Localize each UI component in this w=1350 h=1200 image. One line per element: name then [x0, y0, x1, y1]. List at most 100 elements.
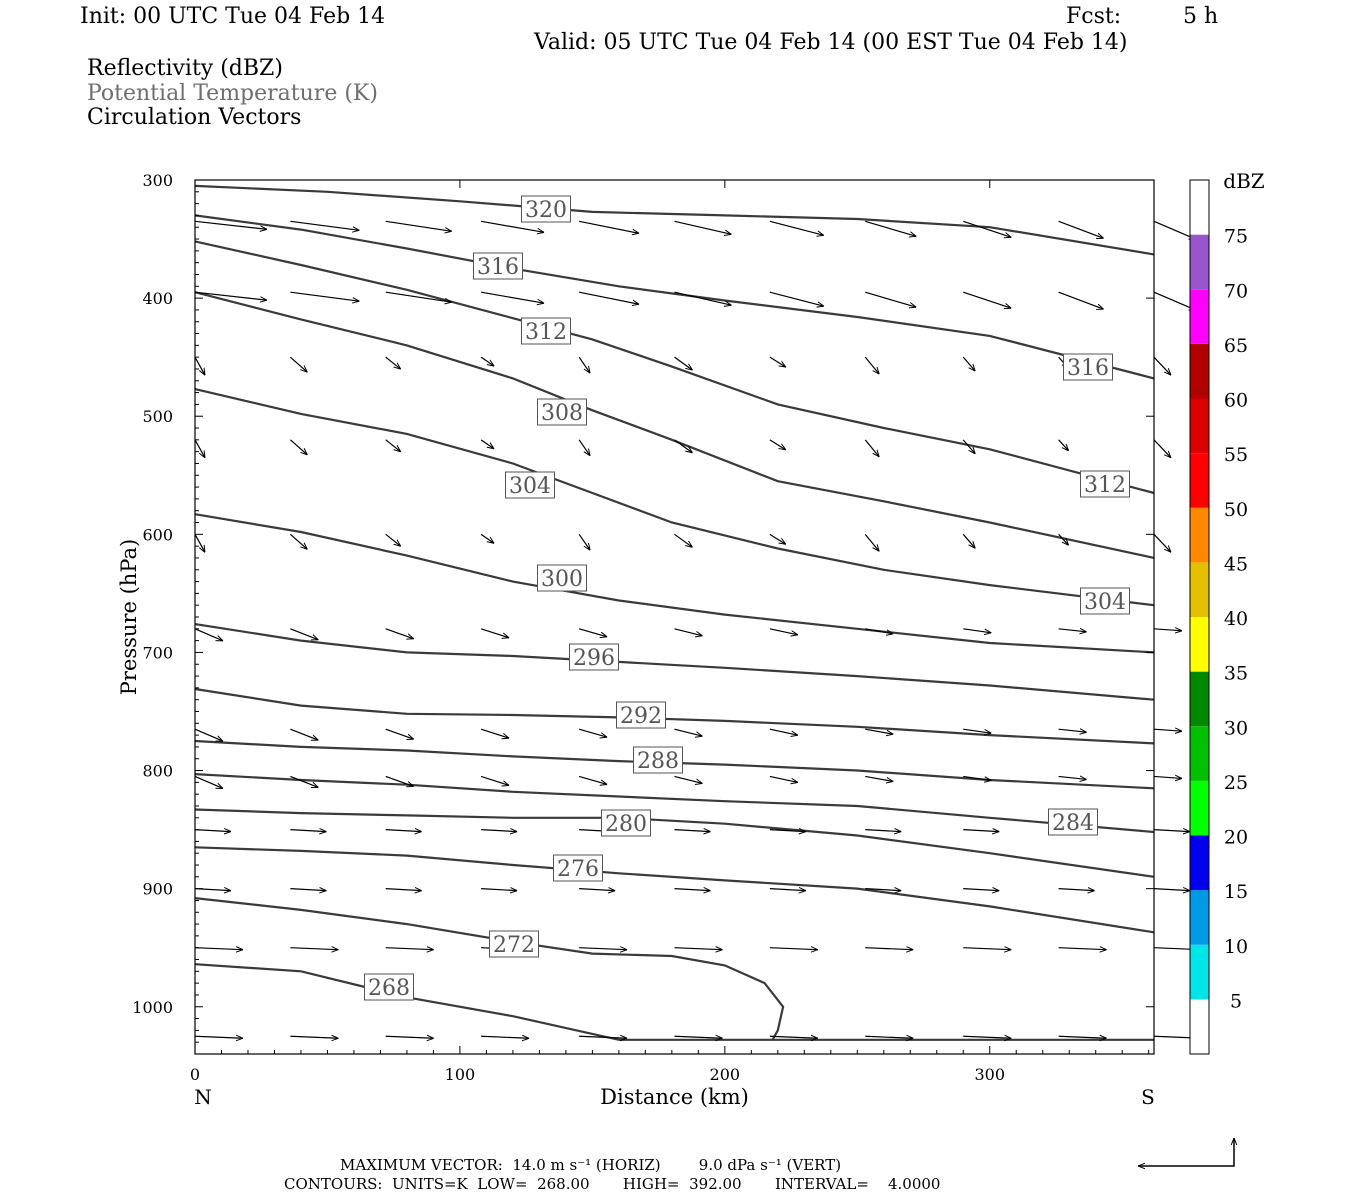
- contour-label-box: [505, 471, 555, 499]
- contour-label: 272: [493, 933, 535, 958]
- circulation-vector: [578, 439, 590, 456]
- circulation-vector: [578, 628, 607, 637]
- circulation-vector: [963, 220, 1011, 237]
- circulation-vector: [385, 728, 414, 739]
- y-tick-label: 400: [142, 289, 173, 308]
- colorbar-label: 75: [1224, 226, 1248, 248]
- contour-308: [194, 291, 1155, 559]
- contour-label-box: [364, 973, 414, 1001]
- contour-label-box: [633, 746, 683, 774]
- circulation-vector: [674, 533, 693, 547]
- circulation-vector: [674, 728, 703, 736]
- circulation-vector: [963, 889, 999, 891]
- circulation-vector: [1153, 889, 1190, 891]
- circulation-vector: [865, 775, 893, 781]
- circulation-vector: [480, 439, 494, 449]
- circulation-vector: [1153, 830, 1190, 832]
- field-potential-temperature: Potential Temperature (K): [87, 81, 378, 106]
- circulation-vector: [963, 775, 991, 780]
- circulation-vector: [579, 1036, 627, 1038]
- circulation-vector: [1058, 729, 1087, 732]
- colorbar-label: 55: [1224, 444, 1248, 466]
- contour-label: 300: [541, 567, 583, 592]
- circulation-vector: [1058, 629, 1087, 632]
- circulation-vector: [963, 291, 1011, 308]
- colorbar-swatch: [1190, 835, 1209, 891]
- circulation-vector: [674, 775, 703, 783]
- contour-label: 292: [620, 704, 662, 729]
- colorbar-swatch: [1190, 617, 1209, 672]
- field-reflectivity: Reflectivity (dBZ): [87, 56, 283, 81]
- circulation-vector: [1058, 533, 1069, 545]
- y-tick-label: 700: [142, 643, 173, 662]
- circulation-vector: [481, 291, 544, 303]
- contour-label: 316: [1067, 356, 1109, 381]
- colorbar-swatch: [1190, 726, 1209, 781]
- circulation-vector: [674, 889, 711, 891]
- circulation-vector: [290, 1036, 338, 1038]
- colorbar-swatch: [1190, 671, 1209, 727]
- circulation-vector: [1058, 889, 1095, 891]
- colorbar-label: 65: [1224, 335, 1248, 357]
- circulation-vector: [480, 533, 494, 543]
- circulation-vector: [385, 1036, 434, 1038]
- x-right-endpoint: S: [1141, 1085, 1155, 1109]
- contour-312: [194, 240, 1155, 495]
- circulation-vector: [1058, 948, 1107, 950]
- y-tick-label: 600: [142, 525, 173, 544]
- circulation-vector: [865, 291, 916, 307]
- contour-label-box: [521, 317, 571, 345]
- circulation-vector: [1153, 776, 1182, 778]
- contour-272: [194, 897, 785, 1041]
- contour-label-box: [489, 930, 539, 958]
- contour-label: 304: [1084, 590, 1126, 615]
- colorbar-swatch: [1190, 507, 1209, 563]
- circulation-vector: [1058, 439, 1069, 451]
- y-tick-label: 500: [142, 407, 173, 426]
- colorbar-label: 35: [1224, 663, 1248, 685]
- circulation-vector: [674, 628, 703, 636]
- colorbar-label: 20: [1224, 827, 1248, 849]
- circulation-vector: [481, 220, 544, 232]
- circulation-vector: [194, 220, 267, 229]
- circulation-vector: [385, 889, 422, 891]
- circulation-vector: [1153, 356, 1171, 375]
- circulation-vector: [194, 728, 223, 742]
- circulation-vector: [194, 1036, 243, 1038]
- circulation-vector: [865, 220, 916, 236]
- contour-296: [194, 623, 1155, 701]
- contour-316: [194, 214, 1155, 380]
- circulation-vector: [385, 356, 401, 369]
- y-tick-label: 1000: [132, 998, 173, 1017]
- y-tick-label: 800: [142, 762, 173, 781]
- circulation-vector: [385, 220, 452, 231]
- circulation-vector: [963, 628, 991, 633]
- circulation-vector: [769, 439, 786, 450]
- contour-292: [194, 687, 1155, 745]
- colorbar-label: 25: [1224, 772, 1248, 794]
- contour-info-note: CONTOURS: UNITS=K LOW= 268.00 HIGH= 392.…: [284, 1175, 941, 1193]
- circulation-vector: [769, 775, 798, 782]
- y-tick-label: 900: [142, 880, 173, 899]
- contour-300: [194, 513, 1155, 654]
- colorbar-swatch: [1190, 453, 1209, 508]
- circulation-vector: [1153, 729, 1182, 731]
- y-axis-title: Pressure (hPa): [117, 539, 141, 695]
- contour-284: [194, 773, 1155, 834]
- circulation-vector: [865, 948, 913, 950]
- circulation-vector: [290, 948, 338, 950]
- colorbar-swatch: [1190, 562, 1209, 617]
- contour-304: [194, 388, 1155, 607]
- circulation-vector: [290, 220, 359, 230]
- circulation-vector: [481, 1036, 529, 1038]
- colorbar-swatch: [1190, 398, 1209, 454]
- circulation-vector: [579, 889, 615, 891]
- colorbar-label: 30: [1224, 717, 1248, 739]
- contour-label: 284: [1052, 811, 1094, 836]
- circulation-vector: [674, 1036, 723, 1038]
- circulation-vector: [194, 830, 231, 832]
- circulation-vector: [385, 830, 422, 832]
- contour-276: [194, 846, 1155, 934]
- contour-label-box: [601, 809, 651, 837]
- circulation-vector: [480, 356, 494, 366]
